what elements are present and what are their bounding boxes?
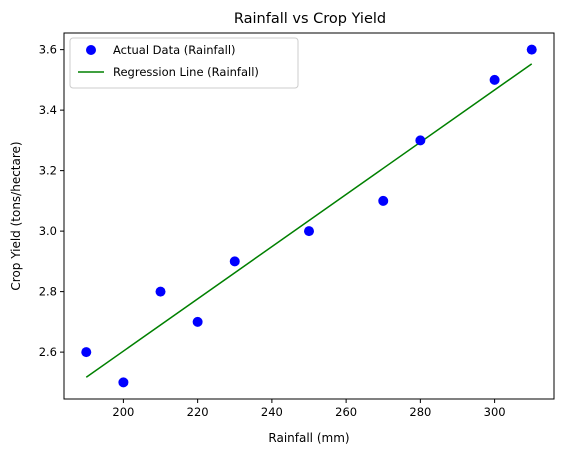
y-tick-label: 2.6 [39,345,57,359]
regression-line [85,63,533,378]
data-point [489,74,500,85]
data-point [378,195,389,206]
legend-box [69,37,299,89]
scatter-points-layer [81,44,537,388]
data-point [526,44,537,55]
x-tick-label: 200 [112,405,134,419]
x-axis-label: Rainfall (mm) [268,431,349,445]
axes-frame [63,32,555,400]
x-tick-label: 220 [187,405,209,419]
data-point [81,347,92,358]
data-point [229,256,240,267]
x-tick-label: 300 [484,405,506,419]
data-point [192,316,203,327]
y-axis-label: Crop Yield (tons/hectare) [9,141,23,290]
y-tick-label: 2.8 [39,285,57,299]
x-axis-ticks: 200 220 240 260 280 300 [112,399,506,419]
data-point [304,226,314,237]
data-point [155,286,166,297]
legend: Actual Data (Rainfall) Regression Line (… [69,37,299,89]
y-tick-label: 3.2 [39,164,57,178]
y-tick-label: 3.4 [39,103,57,117]
legend-scatter-marker [86,45,96,55]
y-tick-label: 3.0 [39,224,57,238]
data-point [118,377,129,388]
x-tick-label: 260 [335,405,357,419]
data-point [415,135,426,146]
x-tick-label: 280 [409,405,431,419]
legend-label-actual-data: Actual Data (Rainfall) [113,43,236,57]
y-axis-ticks: 2.6 2.8 3.0 3.2 3.4 3.6 [39,43,64,359]
regression-layer [85,63,533,378]
y-tick-label: 3.6 [39,43,57,57]
legend-label-regression-line: Regression Line (Rainfall) [113,65,259,79]
plot-area [63,32,555,400]
chart-title: Rainfall vs Crop Yield [234,11,386,27]
x-tick-label: 240 [261,405,283,419]
